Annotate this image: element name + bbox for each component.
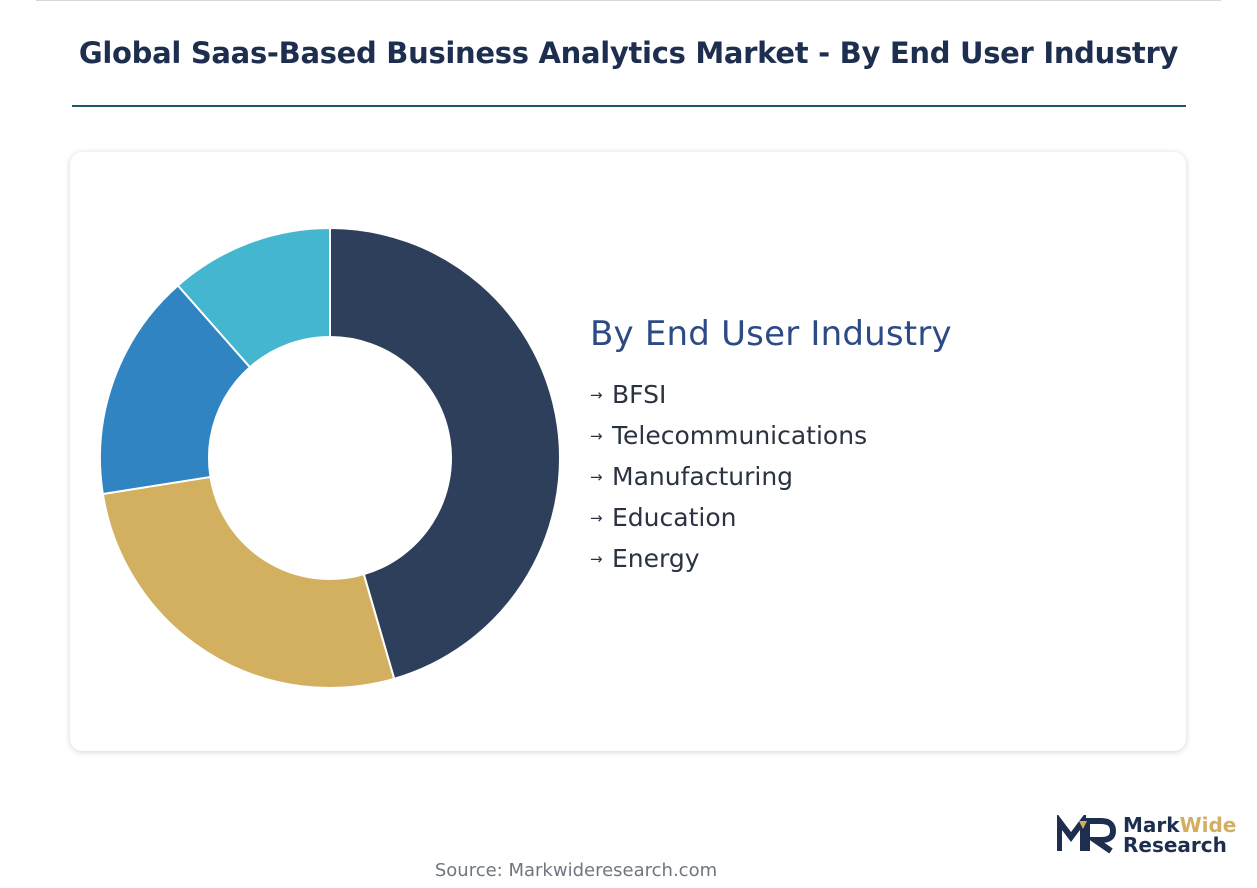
donut-slice-telecommunications [101, 475, 396, 689]
arrow-right-icon: → [590, 508, 603, 527]
logo-text-research: Research [1123, 833, 1227, 857]
legend-item-label: BFSI [612, 380, 667, 409]
title-underline [72, 105, 1186, 107]
mwr-logo-icon [1057, 815, 1117, 854]
legend-title: By End User Industry [590, 314, 952, 354]
legend-item-bfsi: → BFSI [590, 374, 952, 415]
donut-slice-bfsi [329, 226, 561, 681]
legend-list: → BFSI → Telecommunications → Manufacturing → E… [590, 374, 952, 579]
legend-item-telecommunications: → Telecommunications [590, 415, 952, 456]
legend: By End User Industry → BFSI → Telecommunica… [590, 314, 952, 579]
logo-text-wide: Wide [1179, 813, 1237, 837]
source-note: Source: Markwideresearch.com [434, 860, 718, 881]
arrow-right-icon: → [590, 467, 603, 486]
legend-item-label: Energy [612, 544, 700, 573]
legend-item-label: Telecommunications [612, 421, 868, 450]
arrow-right-icon: → [590, 385, 603, 404]
page-title: Global Saas-Based Business Analytics Mar… [78, 36, 1179, 70]
arrow-right-icon: → [590, 549, 603, 568]
legend-item-education: → Education [590, 497, 952, 538]
donut-slice-education [176, 226, 331, 369]
chart-card: By End User Industry → BFSI → Telecommunica… [70, 152, 1186, 751]
arrow-right-icon: → [590, 426, 603, 445]
logo-text-mark: Mark [1123, 813, 1180, 837]
top-divider [36, 0, 1221, 1]
legend-item-label: Education [612, 503, 737, 532]
donut-slice-manufacturing [99, 284, 252, 496]
legend-item-manufacturing: → Manufacturing [590, 456, 952, 497]
legend-item-energy: → Energy [590, 538, 952, 579]
markwide-logo: MarkWide Research [1057, 812, 1247, 858]
legend-item-label: Manufacturing [612, 462, 794, 491]
donut-chart [99, 226, 561, 689]
